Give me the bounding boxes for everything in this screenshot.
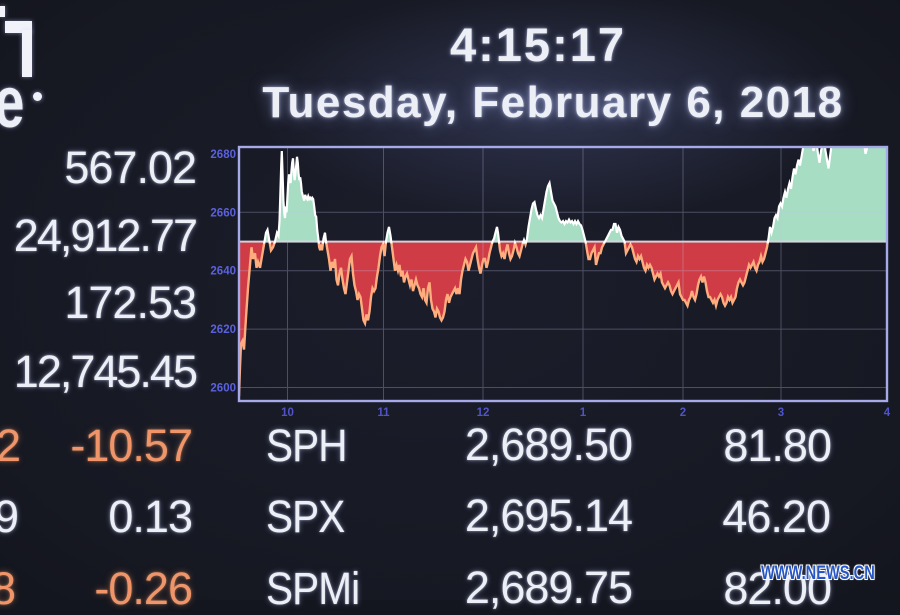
svg-text:10: 10 (281, 407, 294, 419)
svg-text:2620: 2620 (210, 324, 236, 336)
svg-text:4: 4 (884, 407, 891, 419)
svg-text:2680: 2680 (210, 149, 236, 161)
svg-text:3: 3 (778, 407, 784, 419)
svg-text:2640: 2640 (210, 266, 236, 278)
svg-text:2: 2 (680, 407, 686, 419)
svg-text:11: 11 (377, 407, 390, 419)
svg-text:12: 12 (477, 407, 490, 419)
svg-text:2600: 2600 (210, 383, 236, 395)
svg-text:1: 1 (580, 407, 587, 419)
svg-text:2660: 2660 (210, 207, 236, 219)
